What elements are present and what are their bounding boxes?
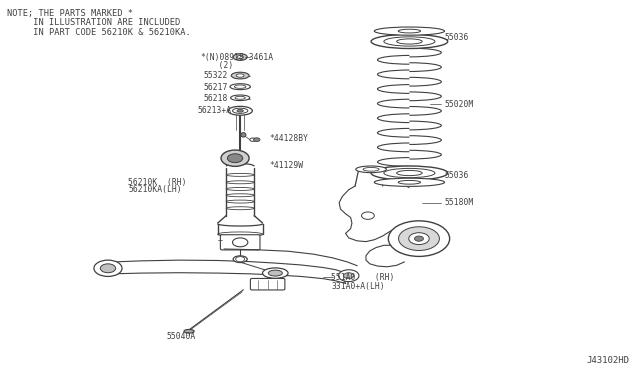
Circle shape	[362, 212, 374, 219]
Ellipse shape	[184, 330, 194, 333]
Circle shape	[388, 221, 450, 256]
Text: NOTE; THE PARTS MARKED *: NOTE; THE PARTS MARKED *	[7, 9, 133, 18]
Circle shape	[344, 273, 354, 279]
Ellipse shape	[233, 54, 247, 60]
Ellipse shape	[226, 187, 254, 190]
Ellipse shape	[398, 180, 420, 184]
Circle shape	[94, 260, 122, 276]
Circle shape	[227, 154, 243, 163]
Text: 56213+A: 56213+A	[197, 106, 232, 115]
Text: *41129W: *41129W	[269, 161, 303, 170]
Circle shape	[253, 138, 260, 141]
Ellipse shape	[268, 270, 282, 276]
Ellipse shape	[228, 106, 252, 115]
Circle shape	[415, 236, 424, 241]
Text: IN ILLUSTRATION ARE INCLUDED: IN ILLUSTRATION ARE INCLUDED	[7, 19, 180, 28]
Ellipse shape	[374, 178, 445, 186]
Ellipse shape	[384, 37, 435, 46]
Circle shape	[409, 233, 429, 244]
Text: 55322: 55322	[204, 71, 228, 80]
Ellipse shape	[236, 74, 244, 77]
Text: 56217: 56217	[204, 83, 228, 92]
Circle shape	[221, 150, 249, 166]
Ellipse shape	[262, 268, 288, 278]
Text: J43102HD: J43102HD	[587, 356, 630, 365]
Ellipse shape	[371, 35, 448, 48]
Ellipse shape	[226, 173, 254, 176]
Text: *44128BY: *44128BY	[269, 134, 308, 143]
Ellipse shape	[397, 39, 422, 44]
Text: 56218: 56218	[204, 94, 228, 103]
Ellipse shape	[371, 166, 448, 180]
Text: 55040A: 55040A	[167, 332, 196, 341]
Circle shape	[399, 227, 440, 250]
Text: 55036: 55036	[445, 171, 469, 180]
Ellipse shape	[356, 166, 387, 173]
Ellipse shape	[374, 27, 445, 35]
Text: 55180M: 55180M	[445, 198, 474, 207]
Ellipse shape	[233, 256, 247, 263]
Circle shape	[232, 238, 248, 247]
Ellipse shape	[384, 169, 435, 178]
Ellipse shape	[237, 109, 243, 112]
Ellipse shape	[226, 200, 254, 203]
Text: 55020M: 55020M	[445, 100, 474, 109]
Text: IN PART CODE 56210K & 56210KA.: IN PART CODE 56210K & 56210KA.	[7, 28, 191, 37]
Ellipse shape	[237, 55, 243, 58]
Ellipse shape	[234, 85, 246, 88]
Circle shape	[236, 257, 244, 262]
FancyBboxPatch shape	[250, 279, 285, 290]
Ellipse shape	[398, 29, 420, 33]
Ellipse shape	[235, 96, 245, 99]
Text: (2): (2)	[204, 61, 233, 70]
Ellipse shape	[363, 167, 379, 171]
Text: 55036: 55036	[445, 33, 469, 42]
FancyBboxPatch shape	[220, 235, 260, 250]
Text: 56210K  (RH): 56210K (RH)	[129, 178, 187, 187]
Text: 551A0    (RH): 551A0 (RH)	[332, 273, 395, 282]
Ellipse shape	[231, 72, 249, 79]
Text: 331A0+A(LH): 331A0+A(LH)	[332, 282, 385, 291]
Ellipse shape	[241, 133, 246, 137]
Ellipse shape	[226, 181, 254, 184]
Text: 56210KA(LH): 56210KA(LH)	[129, 185, 182, 194]
Text: *(N)08918-3461A: *(N)08918-3461A	[200, 52, 273, 61]
Circle shape	[100, 264, 116, 273]
Ellipse shape	[230, 95, 250, 100]
Circle shape	[339, 270, 359, 282]
Ellipse shape	[232, 108, 248, 113]
Ellipse shape	[397, 170, 422, 176]
Ellipse shape	[226, 207, 254, 210]
Ellipse shape	[230, 84, 250, 90]
Ellipse shape	[250, 138, 256, 141]
Ellipse shape	[226, 194, 254, 197]
